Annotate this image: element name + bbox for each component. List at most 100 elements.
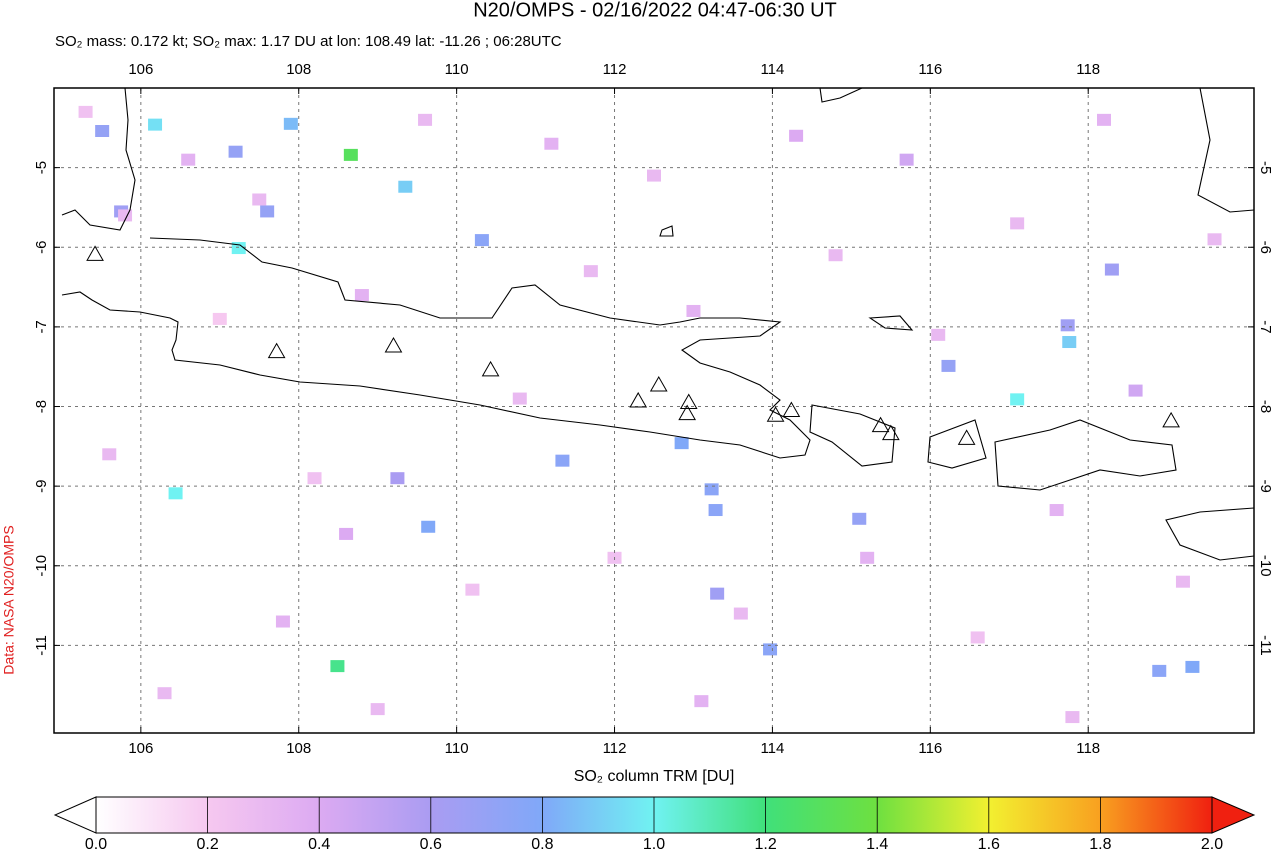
x-tick-label: 114 (760, 61, 784, 78)
y-tick-label: -11 (33, 635, 50, 656)
so2-pixel (231, 242, 246, 255)
so2-pixel (686, 304, 701, 317)
so2-pixel (1128, 384, 1143, 397)
y-tick-label: -8 (33, 400, 50, 413)
coastline (927, 419, 987, 469)
so2-pixel (1097, 113, 1111, 126)
colorbar-tick-label: 1.2 (754, 836, 776, 853)
volcano-marker (679, 393, 698, 410)
coastlines (61, 87, 1255, 561)
so2-pixel (212, 312, 227, 325)
so2-pixel (418, 113, 433, 126)
coastline (994, 419, 1177, 491)
so2-pixel (1049, 504, 1064, 517)
so2-pixel (398, 180, 413, 193)
so2-pixel (275, 615, 290, 628)
so2-pixel (694, 695, 709, 708)
so2-pixel (1207, 233, 1222, 246)
so2-pixel (228, 145, 243, 158)
so2-pixel (1010, 217, 1025, 230)
so2-pixel (931, 328, 946, 341)
chart-subtitle: SO₂ mass: 0.172 kt; SO₂ max: 1.17 DU at … (55, 33, 562, 50)
volcano-marker (766, 406, 785, 422)
so2-pixel (330, 660, 345, 673)
colorbar-min-arrow (53, 796, 97, 834)
so2-pixel (95, 125, 110, 137)
colorbar-tick-label: 0.6 (420, 836, 442, 853)
so2-pixel (260, 205, 275, 218)
y-tick-label: -7 (33, 320, 50, 333)
volcano-marker (678, 404, 697, 421)
y-tick-label: -5 (33, 161, 50, 174)
source-label: Data: NASA N20/OMPS (1, 525, 17, 674)
y-tick-label: -11 (1257, 635, 1272, 656)
so2-pixel (102, 448, 117, 461)
so2-pixel (828, 249, 843, 262)
volcano-marker (871, 416, 890, 433)
coastline (1165, 507, 1255, 561)
y-tick-label: -10 (1257, 555, 1272, 577)
so2-pixel (1065, 711, 1080, 724)
so2-pixel (789, 129, 804, 142)
y-tick-label: -5 (1257, 161, 1272, 174)
x-tick-label: 108 (286, 740, 311, 757)
so2-pixel (1185, 660, 1200, 673)
colorbar-tick-label: 1.8 (1089, 836, 1111, 853)
volcano-marker (384, 336, 403, 353)
map-frame (53, 87, 1255, 734)
so2-pixel (583, 265, 598, 278)
x-tick-label: 116 (918, 740, 942, 757)
y-tick-label: -10 (33, 555, 50, 577)
colorbar-tick-label: 0.0 (85, 836, 107, 853)
so2-pixel (1010, 393, 1025, 406)
volcano-marker (782, 401, 801, 417)
coastline (61, 87, 136, 231)
so2-pixel (252, 193, 267, 206)
map-area (54, 88, 1254, 733)
colorbar-tick-label: 2.0 (1201, 836, 1223, 853)
volcano-marker (86, 245, 104, 261)
x-tick-label: 112 (603, 61, 627, 78)
x-tick-label: 108 (286, 61, 311, 78)
x-tick-label: 114 (760, 740, 784, 757)
so2-pixel (370, 703, 385, 716)
so2-pixel (390, 472, 405, 485)
so2-pixel (1152, 664, 1167, 677)
so2-pixel (1104, 263, 1119, 276)
x-tick-label: 116 (918, 61, 942, 78)
so2-pixel (78, 105, 93, 118)
volcano-marker (481, 360, 500, 377)
colorbar-tick-label: 1.4 (866, 836, 888, 853)
so2-pixel (157, 687, 172, 700)
so2-pixel (860, 551, 875, 564)
so2-pixel (148, 118, 163, 131)
y-tick-label: -8 (1257, 400, 1272, 413)
x-tick-label: 106 (128, 61, 153, 78)
coastline (819, 87, 863, 103)
so2-pixel (1062, 336, 1077, 349)
so2-pixel (733, 607, 748, 620)
volcano-marker (1162, 411, 1180, 428)
so2-pixel (421, 520, 436, 533)
so2-pixel (763, 643, 778, 656)
so2-pixel (555, 454, 570, 467)
so2-pixel (181, 153, 196, 166)
so2-pixel (1060, 319, 1075, 332)
so2-pixel (899, 153, 914, 166)
colorbar-tick-label: 0.8 (531, 836, 553, 853)
colorbar-tick-label: 1.0 (643, 836, 665, 853)
x-tick-label: 118 (1076, 740, 1100, 757)
x-tick-label: 110 (445, 740, 469, 757)
so2-pixel (710, 587, 725, 600)
so2-pixel (168, 487, 183, 500)
so2-pixel (354, 289, 369, 302)
coastline (1197, 87, 1255, 213)
so2-pixel (474, 234, 489, 247)
so2-pixel (339, 527, 354, 540)
so2-pixel (704, 483, 719, 496)
so2-pixel (343, 148, 358, 161)
so2-pixel (674, 437, 689, 450)
chart-title: N20/OMPS - 02/16/2022 04:47-06:30 UT (473, 0, 837, 21)
y-tick-label: -9 (33, 479, 50, 492)
